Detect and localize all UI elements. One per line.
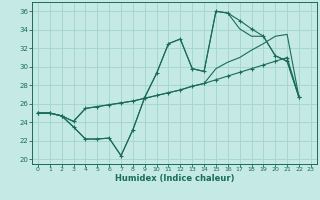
X-axis label: Humidex (Indice chaleur): Humidex (Indice chaleur) — [115, 174, 234, 183]
